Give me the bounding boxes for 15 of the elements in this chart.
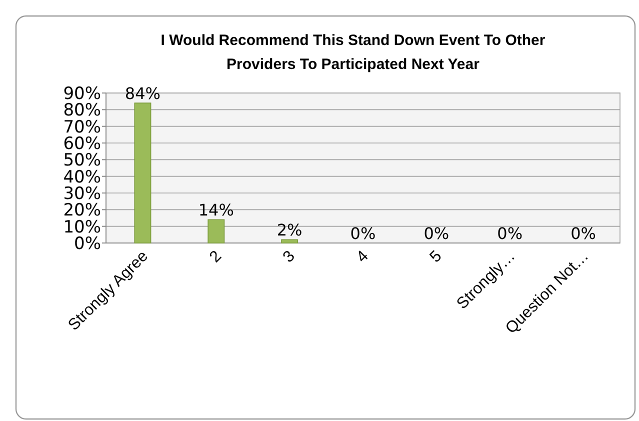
data-label: 0% (570, 224, 596, 243)
bar (208, 219, 225, 244)
x-tick-label: 2 (206, 248, 226, 266)
data-label: 0% (424, 224, 450, 243)
data-label: 0% (350, 224, 376, 243)
data-label: 0% (497, 224, 523, 243)
data-label: 84% (124, 84, 160, 103)
x-tick-label: 3 (280, 248, 298, 266)
x-tick-label: 5 (426, 248, 446, 266)
chart-title: I Would Recommend This Stand Down Event To Other Providers To Participated Next Year (160, 32, 546, 73)
data-label: 2% (276, 220, 302, 240)
bar (281, 239, 298, 244)
data-label: 14% (198, 200, 234, 220)
x-tick-label: 4 (354, 248, 372, 266)
bar (134, 102, 152, 244)
